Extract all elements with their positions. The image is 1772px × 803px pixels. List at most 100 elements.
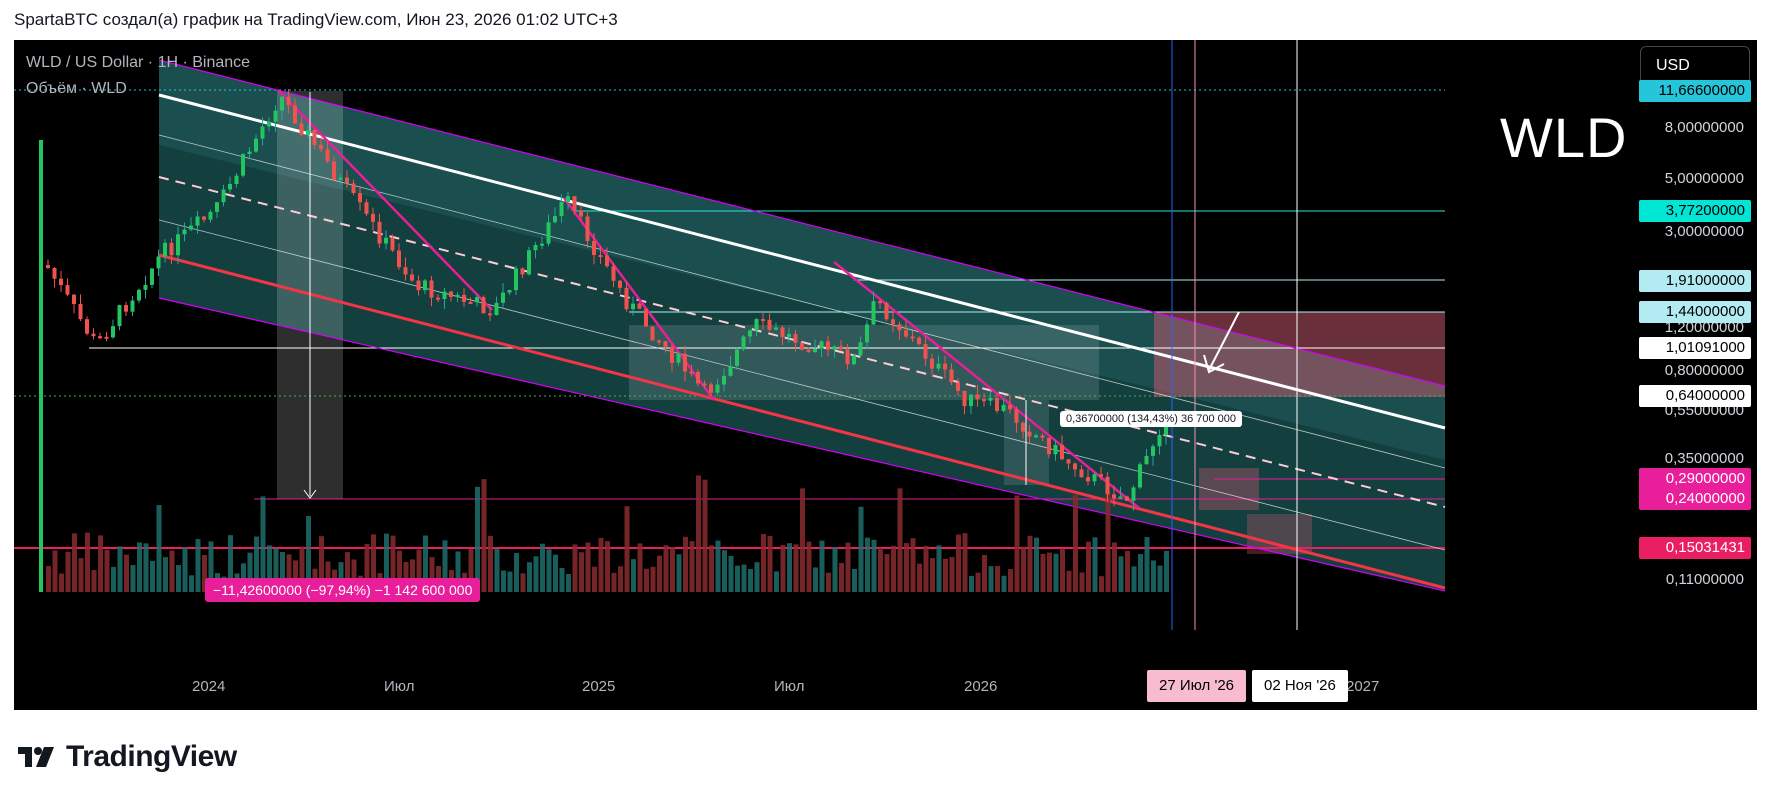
projection-arrow [1208,311,1240,371]
volume-bar [644,568,649,592]
candle-body [819,341,824,349]
volume-bar [839,563,844,592]
volume-bar [1047,552,1052,592]
candle-body [800,342,804,350]
volume-bar [813,567,818,592]
volume-bar [930,558,935,592]
candle-body [566,196,570,202]
candle-body [501,292,505,303]
candle-body [293,105,297,124]
volume-bar [800,488,805,592]
candle-body [273,110,278,122]
price-label-0-64[interactable]: 0,64000000 [1639,385,1751,407]
volume-bar [501,570,506,592]
price-label-1-01[interactable]: 1,01091000 [1639,337,1751,359]
candle-body [624,287,629,310]
candle-body [1034,435,1038,438]
volume-bar [260,496,266,592]
time-label: 2026 [964,678,998,695]
candle-body [254,138,258,152]
volume-bar [182,547,188,592]
candle-body [767,319,772,330]
descending-channel-fill [159,60,1445,591]
candle-body [72,294,76,304]
candle-body [748,330,752,337]
candle-body [410,274,414,281]
volume-bar [481,479,487,592]
volume-bar [728,555,734,592]
volume-bar [429,557,435,592]
price-chart-canvas[interactable] [14,40,1757,710]
candle-body [299,123,304,135]
candle-body [280,96,284,111]
candle-body [1131,487,1136,501]
time-label: 2024 [192,678,226,695]
currency-button[interactable]: USD [1640,46,1750,84]
candle-body [975,394,980,400]
price-label-0-15[interactable]: 0,15031431 [1639,537,1751,559]
candle-body [130,300,135,312]
candle-body [384,237,388,244]
candle-body [182,229,187,235]
volume-bar [1021,546,1026,592]
volume-bar [85,532,90,592]
volume-bar [897,488,903,592]
candle-body [592,240,596,256]
volume-bar [540,543,545,592]
volume-bar [195,539,201,592]
candle-body [202,216,206,220]
tradingview-wordmark: TradingView [66,740,237,773]
time-label: Июл [384,678,415,695]
candle-body [1066,459,1071,464]
price-label-11-66[interactable]: 11,66600000 [1639,80,1751,102]
volume-bar [1086,541,1091,592]
price-label-1-44[interactable]: 1,44000000 [1639,301,1751,323]
candle-body [397,250,401,268]
candle-body [221,189,226,203]
time-badge-jul-26[interactable]: 27 Июл '26 [1147,670,1247,702]
candle-body [507,290,512,293]
candle-body [871,301,876,325]
volume-bar [1118,556,1124,592]
price-label-1-91[interactable]: 1,91000000 [1639,270,1751,292]
volume-bar [111,566,116,592]
candle-body [865,324,869,343]
volume-bar [559,567,565,592]
price-label-3-77[interactable]: 3,77200000 [1639,200,1751,222]
candle-body [806,349,811,353]
time-label: 2025 [582,678,616,695]
candle-body [1099,474,1103,477]
candle-body [527,250,531,275]
candle-body [982,399,986,402]
candle-body [936,363,941,369]
inner-line-2 [158,219,1446,551]
price-label-0-29[interactable]: 0,29000000 [1639,468,1751,490]
candle-body [514,268,518,291]
candle-body [670,346,674,363]
candle-body [98,336,102,339]
price-label-0-24[interactable]: 0,24000000 [1639,488,1751,510]
volume-indicator-title[interactable]: Объём · WLD [26,80,127,97]
volume-bar [91,570,97,592]
tradingview-logo[interactable]: TradingView [18,740,237,774]
symbol-title[interactable]: WLD / US Dollar · 1Н · Binance [26,54,251,71]
candle-body [403,267,408,275]
volume-bar [553,554,558,592]
candle-body [156,256,161,269]
candle-body [1040,435,1045,438]
time-badge-nov-26[interactable]: 02 Ноя '26 [1252,670,1348,702]
volume-bar [845,542,851,592]
candle-body [124,305,128,312]
volume-bar [598,537,604,592]
volume-bar [176,565,181,592]
candle-body [1138,464,1142,488]
chart-area[interactable]: WLD / US Dollar · 1Н · Binance Объём · W… [14,40,1757,710]
volume-bar [137,542,142,592]
candle-body [1144,455,1149,465]
candle-body [839,346,843,350]
volume-bar [228,535,233,592]
volume-bar [566,573,571,592]
candle-body [650,326,655,341]
volume-bar [1079,572,1085,592]
candle-body [1060,444,1064,460]
